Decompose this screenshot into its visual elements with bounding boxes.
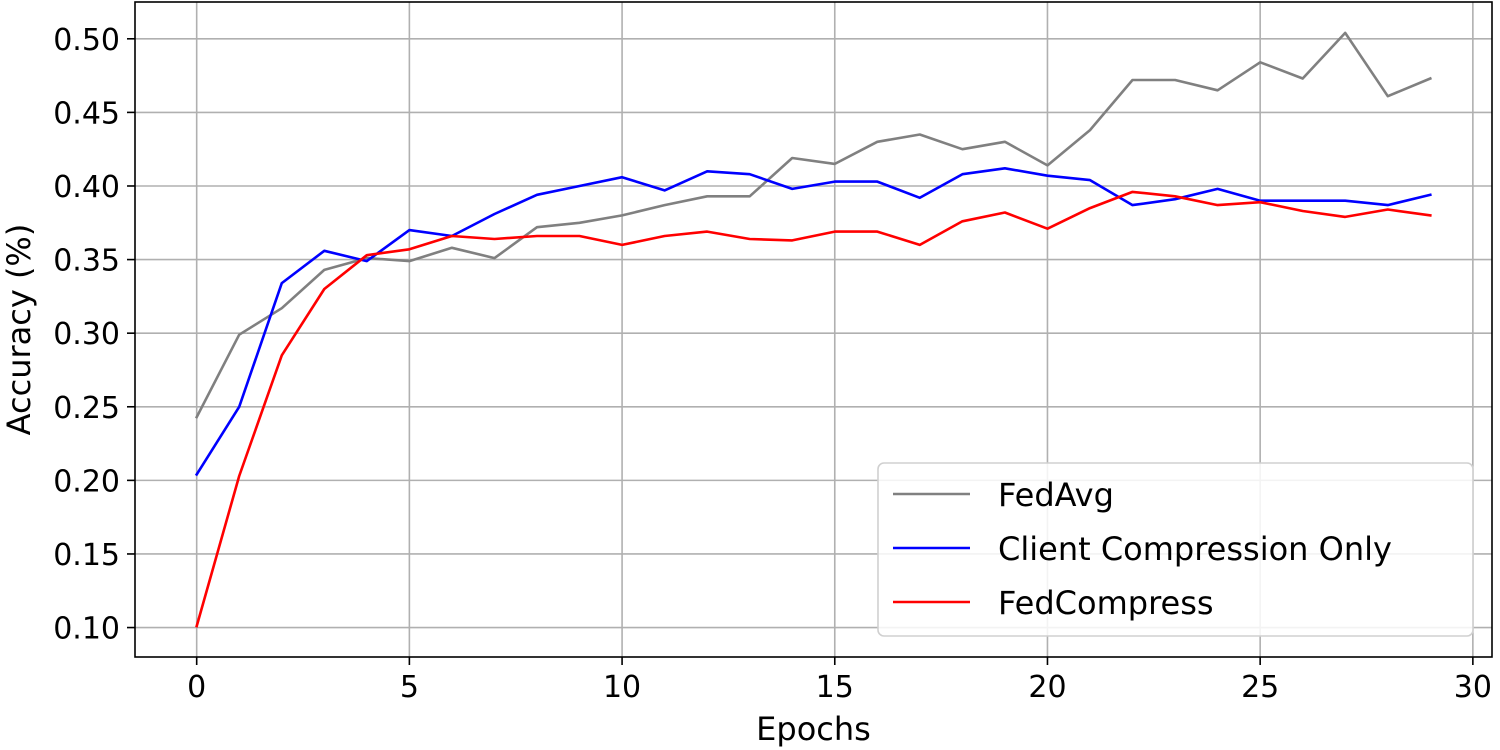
x-axis-title: Epochs <box>756 710 871 748</box>
y-tick-label: 0.15 <box>53 538 120 573</box>
series-line-client-compression-only <box>194 167 1432 477</box>
y-tick-label: 0.25 <box>53 391 120 426</box>
y-tick-label: 0.50 <box>53 23 120 58</box>
legend-label: Client Compression Only <box>998 530 1392 568</box>
legend-label: FedAvg <box>998 476 1114 514</box>
y-tick-label: 0.20 <box>53 464 120 499</box>
plot-area-frame <box>134 1 1493 658</box>
legend-box <box>877 462 1474 637</box>
x-tick-label: 25 <box>1241 670 1279 705</box>
x-tick-label: 10 <box>603 670 641 705</box>
y-tick-label: 0.10 <box>53 612 120 647</box>
y-tick-label: 0.30 <box>53 317 120 352</box>
x-tick-label: 5 <box>400 670 419 705</box>
legend-label: FedCompress <box>998 584 1214 622</box>
legend: FedAvg Client Compression Only FedCompress <box>877 462 1474 637</box>
y-tick-label: 0.40 <box>53 170 120 205</box>
series-layer <box>194 31 1432 628</box>
x-tick-label: 15 <box>816 670 854 705</box>
y-tick-label: 0.35 <box>53 244 120 279</box>
axis-ticks: 0 5 10 15 20 25 30 0.10 0.15 0.20 0.25 0.30 0.35 0.40… <box>53 23 1492 705</box>
y-axis-title: Accuracy (%) <box>0 224 38 436</box>
x-tick-label: 0 <box>187 670 206 705</box>
series-line-fedcompress <box>195 190 1432 628</box>
y-tick-label: 0.45 <box>53 96 120 131</box>
series-line-fedavg <box>194 31 1432 419</box>
x-tick-label: 20 <box>1028 670 1066 705</box>
x-tick-label: 30 <box>1454 670 1492 705</box>
